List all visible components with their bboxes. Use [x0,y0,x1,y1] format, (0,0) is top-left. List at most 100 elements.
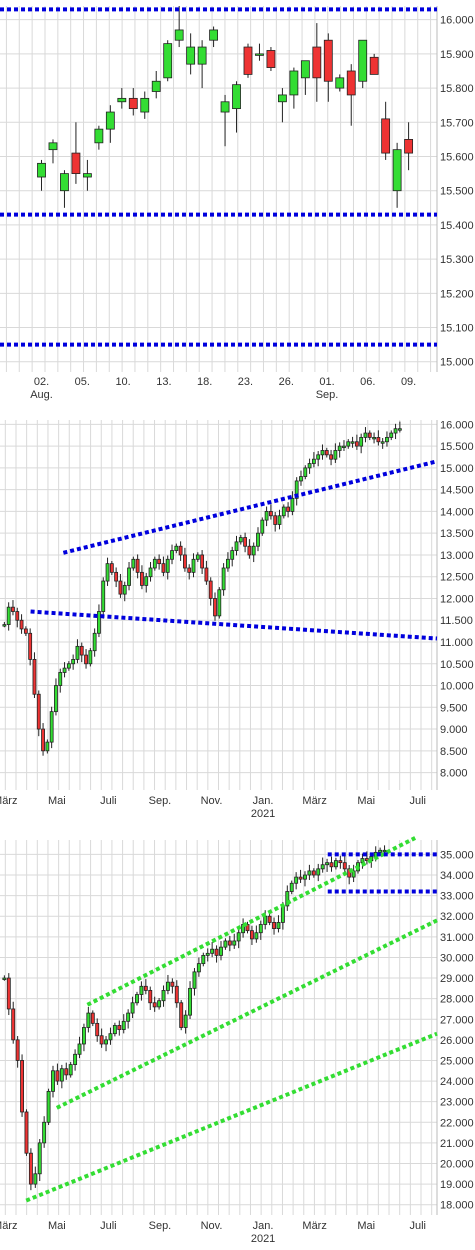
candle-up [140,97,150,113]
candle-up [280,905,285,923]
x-tick-label: Sep. [149,1220,172,1232]
candle-down [118,580,123,595]
candle-up [299,476,303,482]
candle-up [122,585,127,595]
candle-up [264,511,269,521]
y-tick-label: 11.000 [440,637,473,649]
candle-up [333,860,338,868]
candle-up [276,922,281,929]
trend-line [55,918,438,1110]
x-tick-sublabel: 2021 [251,1233,275,1245]
candle-up [165,558,170,573]
candle-up [254,932,259,940]
y-tick-label: 15.000 [440,463,474,475]
candle-down [99,1035,104,1045]
candle-down [32,659,37,695]
candle-down [41,728,45,752]
chart-panel-index-long-term-2: 35.000 34.000 33.000 32.000 31.000 30.000 29.0… [0,835,475,1250]
x-tick-label: Mai [357,795,375,807]
candle-up [195,554,200,560]
x-tick-label: Mai [48,795,66,807]
candle-up [359,437,364,447]
candle-up [217,589,222,617]
candle-up [49,711,54,743]
x-tick-label: 10. [115,376,130,388]
candle-up [303,874,307,880]
candle-up [192,971,197,989]
y-tick-label: 31.000 [440,932,474,944]
candle-up [71,659,76,665]
candle-down [71,152,81,175]
candle-down [268,511,273,517]
trend-line [62,459,438,555]
candle-down [179,1002,184,1028]
y-tick-label: 15.900 [440,49,474,61]
y-tick-label: 8.500 [440,746,468,758]
x-tick-label: 23. [238,376,253,388]
candle-up [135,994,139,1004]
y-tick-label: 15.100 [440,323,474,335]
x-tick-label: 02. [34,376,49,388]
candle-up [151,80,161,92]
x-tick-label: 01. [319,376,334,388]
candle-up [46,1090,51,1123]
candle-up [209,29,218,41]
y-tick-label: 34.000 [440,870,474,882]
candle-up [2,977,7,980]
candle-up [42,1121,47,1144]
candle-up [121,1020,126,1030]
candle-up [236,932,241,942]
candle-down [128,97,138,110]
chart-panel-august-september: 16.000 15.900 15.800 15.700 15.600 15.500 15.4… [0,0,475,410]
candle-down [329,862,334,868]
candle-down [28,632,33,660]
candle-down [200,554,205,569]
y-tick-label: 35.000 [440,849,474,861]
candle-up [289,882,294,892]
candle-down [84,654,88,665]
x-tick-label: März [0,1220,17,1232]
candle-down [243,537,248,547]
candle-up [392,149,402,192]
candle-up [378,849,383,853]
candle-down [286,506,290,512]
candle-up [2,624,7,627]
x-tick-label: Jan. [253,1220,274,1232]
candle-down [342,862,347,870]
y-tick-label: 32.000 [440,911,474,923]
candle-up [92,632,97,652]
candle-down [64,1068,69,1076]
y-tick-label: 19.000 [440,1179,474,1191]
x-tick-label: März [302,795,326,807]
candle-up [385,437,389,443]
candle-down [208,580,213,599]
x-tick-label: Juli [100,1220,117,1232]
candle-down [245,924,250,932]
x-tick-label: Mai [357,1220,375,1232]
candle-up [174,29,184,41]
candle-down [187,567,192,573]
candle-up [219,946,223,956]
y-tick-label: 14.500 [440,485,474,497]
candle-up [294,480,299,499]
candle-down [170,981,175,987]
candle-up [263,915,268,925]
candle-up [320,864,325,870]
candle-up [255,53,264,56]
x-tick-sublabel: Aug. [30,389,53,401]
candlestick-chart-weekly-1: 16.000 15.500 15.000 14.500 14.000 13.500 13.0… [0,415,475,830]
candle-up [148,567,153,578]
candle-down [204,567,209,582]
candle-up [144,576,149,586]
candle-up [389,432,394,438]
y-tick-label: 15.500 [440,441,474,453]
candle-down [109,563,114,573]
candle-up [277,94,287,103]
candle-up [311,458,316,464]
candle-up [33,1173,38,1185]
candle-up [170,550,174,560]
candle-up [325,862,330,866]
candle-down [157,558,162,565]
candle-up [220,101,230,113]
candle-up [68,1064,73,1076]
